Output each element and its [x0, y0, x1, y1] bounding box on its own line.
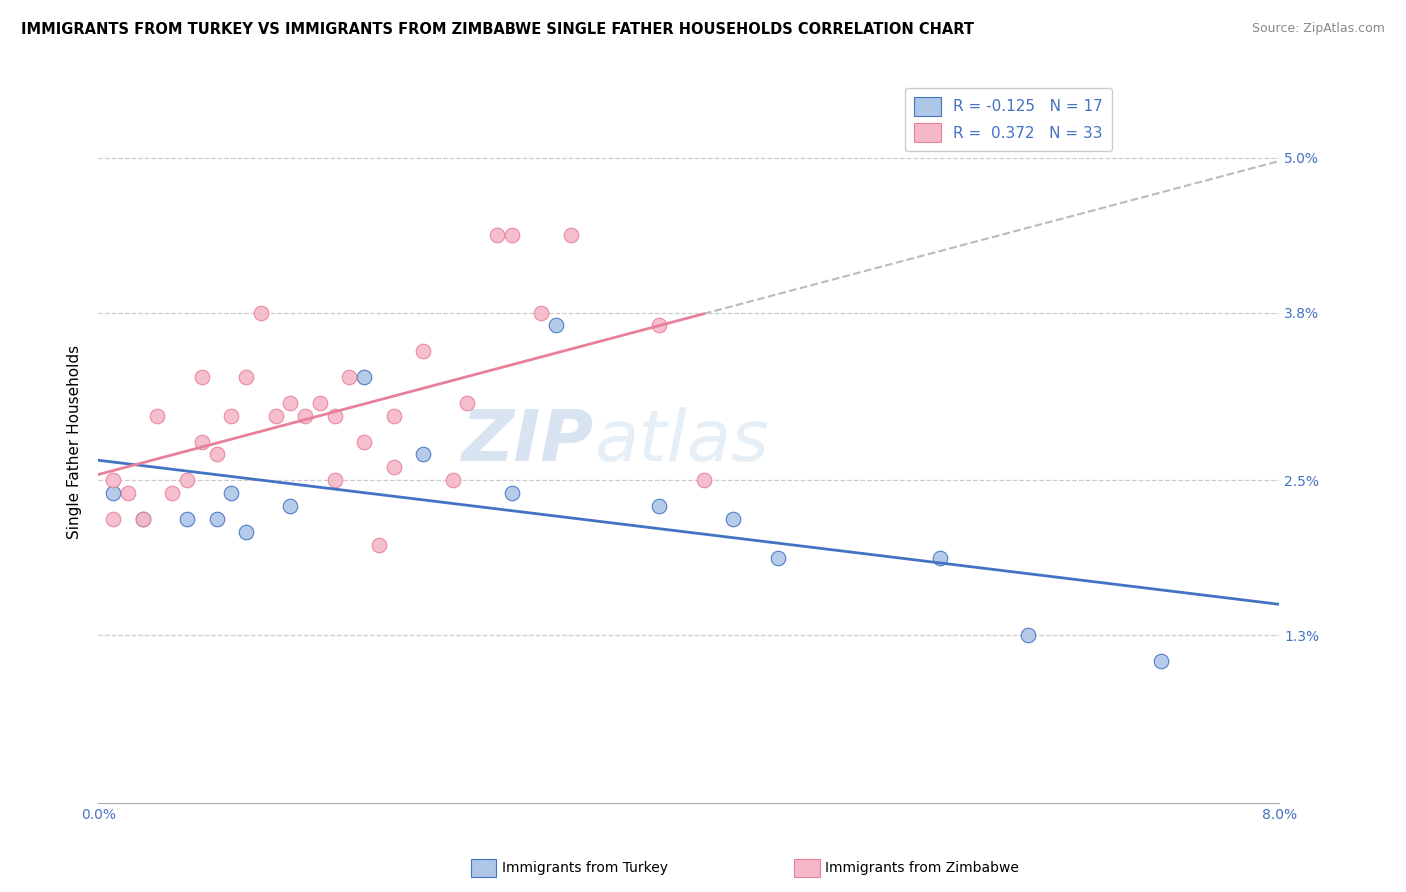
Point	[205, 512, 228, 526]
Point	[1150, 654, 1173, 668]
Point	[368, 538, 391, 552]
Point	[648, 318, 671, 333]
Point	[530, 305, 553, 319]
Text: IMMIGRANTS FROM TURKEY VS IMMIGRANTS FROM ZIMBABWE SINGLE FATHER HOUSEHOLDS CORR: IMMIGRANTS FROM TURKEY VS IMMIGRANTS FRO…	[21, 22, 974, 37]
Point	[264, 409, 287, 423]
Point	[280, 396, 302, 410]
Point	[501, 228, 523, 243]
Point	[176, 473, 198, 487]
Text: Source: ZipAtlas.com: Source: ZipAtlas.com	[1251, 22, 1385, 36]
Point	[250, 305, 273, 319]
Text: ZIP: ZIP	[463, 407, 595, 476]
Point	[412, 344, 434, 359]
Point	[235, 370, 257, 384]
Point	[353, 370, 375, 384]
Point	[103, 512, 125, 526]
Point	[441, 473, 464, 487]
Point	[766, 550, 789, 565]
Point	[146, 409, 169, 423]
Point	[323, 409, 346, 423]
Point	[382, 409, 405, 423]
Point	[103, 473, 125, 487]
Text: Immigrants from Turkey: Immigrants from Turkey	[502, 861, 668, 875]
Point	[412, 447, 434, 461]
Point	[501, 486, 523, 500]
Point	[103, 486, 125, 500]
Point	[723, 512, 745, 526]
Point	[176, 512, 198, 526]
Point	[693, 473, 716, 487]
Point	[546, 318, 568, 333]
Point	[929, 550, 952, 565]
Text: atlas: atlas	[595, 407, 769, 476]
Point	[1018, 628, 1040, 642]
Point	[486, 228, 509, 243]
Point	[162, 486, 183, 500]
Point	[353, 434, 375, 449]
Point	[280, 499, 302, 513]
Point	[648, 499, 671, 513]
Legend: R = -0.125   N = 17, R =  0.372   N = 33: R = -0.125 N = 17, R = 0.372 N = 33	[904, 88, 1112, 151]
Point	[339, 370, 361, 384]
Y-axis label: Single Father Households: Single Father Households	[67, 344, 83, 539]
Point	[132, 512, 155, 526]
Point	[294, 409, 316, 423]
Text: Immigrants from Zimbabwe: Immigrants from Zimbabwe	[825, 861, 1019, 875]
Point	[221, 409, 243, 423]
Point	[457, 396, 479, 410]
Point	[323, 473, 346, 487]
Point	[560, 228, 582, 243]
Point	[382, 460, 405, 475]
Point	[205, 447, 228, 461]
Point	[221, 486, 243, 500]
Point	[309, 396, 332, 410]
Point	[191, 370, 214, 384]
Point	[191, 434, 214, 449]
Point	[132, 512, 155, 526]
Point	[235, 524, 257, 539]
Point	[117, 486, 139, 500]
